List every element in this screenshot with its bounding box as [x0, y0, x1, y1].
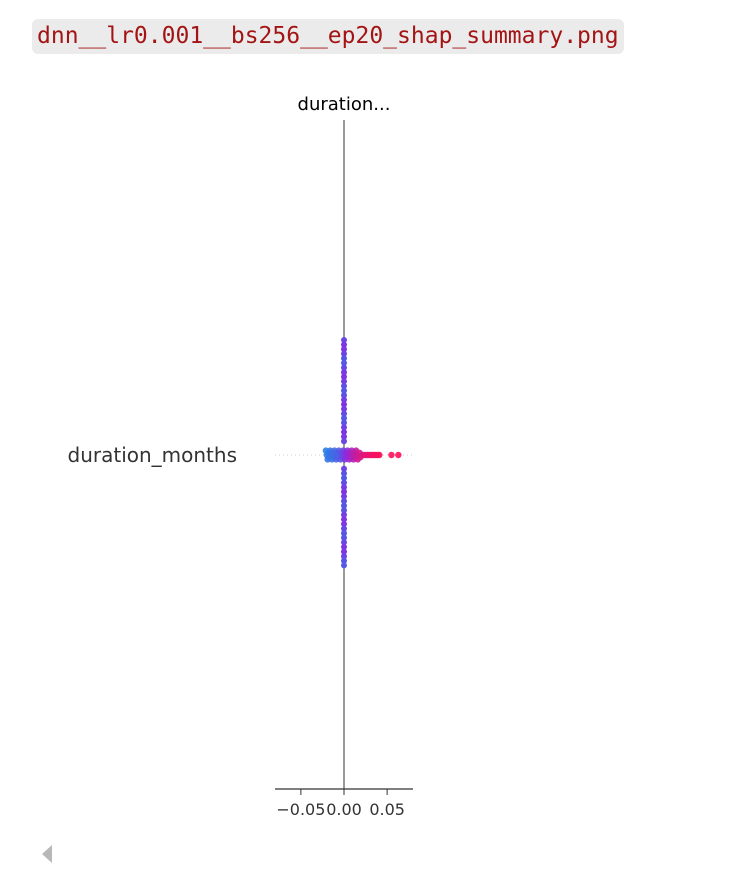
- shap-point: [341, 373, 347, 380]
- shap-point: [341, 410, 347, 417]
- x-tick-label: 0.00: [326, 800, 362, 819]
- shap-point: [341, 392, 347, 399]
- points-layer: [322, 337, 402, 569]
- shap-point: [341, 493, 347, 500]
- shap-point: [341, 534, 347, 541]
- shap-point: [341, 360, 347, 366]
- shap-point: [341, 511, 347, 518]
- shap-point: [341, 429, 347, 435]
- file-name-label: dnn__lr0.001__bs256__ep20_shap_summary.p…: [32, 19, 624, 54]
- shap-point: [341, 401, 347, 408]
- shap-point: [341, 525, 347, 532]
- shap-point: [341, 369, 347, 376]
- shap-point: [341, 507, 347, 514]
- shap-point: [341, 415, 347, 422]
- features-layer: duration_months: [68, 443, 238, 467]
- shap-point: [341, 346, 347, 353]
- shap-point: [341, 539, 347, 546]
- shap-point: [395, 451, 402, 459]
- shap-point: [341, 424, 347, 431]
- shap-point: [341, 465, 347, 472]
- shap-point: [341, 488, 347, 495]
- shap-point: [388, 451, 395, 459]
- x-tick-label: 0.05: [369, 800, 405, 819]
- shap-point: [341, 438, 347, 445]
- shap-point: [341, 433, 347, 440]
- shap-point: [341, 502, 347, 509]
- chart-title: duration...: [298, 94, 391, 115]
- shap-point: [341, 544, 347, 550]
- shap-point: [341, 387, 347, 394]
- shap-point: [341, 498, 347, 504]
- shap-point: [341, 516, 347, 523]
- x-tick-label: −0.05: [276, 800, 325, 819]
- feature-label: duration_months: [68, 443, 238, 467]
- shap-point: [341, 378, 347, 385]
- shap-point: [376, 451, 383, 459]
- shap-point: [341, 557, 347, 564]
- shap-point: [341, 470, 347, 477]
- shap-point: [341, 364, 347, 371]
- shap-point: [341, 419, 347, 426]
- shap-point: [341, 548, 347, 555]
- shap-point: [341, 396, 347, 403]
- shap-point: [341, 484, 347, 491]
- shap-point: [341, 406, 347, 412]
- shap-point: [341, 383, 347, 389]
- shap-point: [341, 341, 347, 348]
- shap-point: [341, 530, 347, 537]
- shap-point: [341, 479, 347, 486]
- shap-point: [341, 521, 347, 527]
- shap-point: [341, 337, 347, 343]
- ticks-layer: −0.05 0.00 0.05: [276, 789, 405, 819]
- scroll-left-arrow-icon[interactable]: [42, 845, 52, 863]
- shap-point: [341, 355, 347, 362]
- shap-point: [341, 553, 347, 560]
- shap-point: [341, 350, 347, 357]
- shap-point: [341, 562, 347, 569]
- shap-point: [341, 475, 347, 481]
